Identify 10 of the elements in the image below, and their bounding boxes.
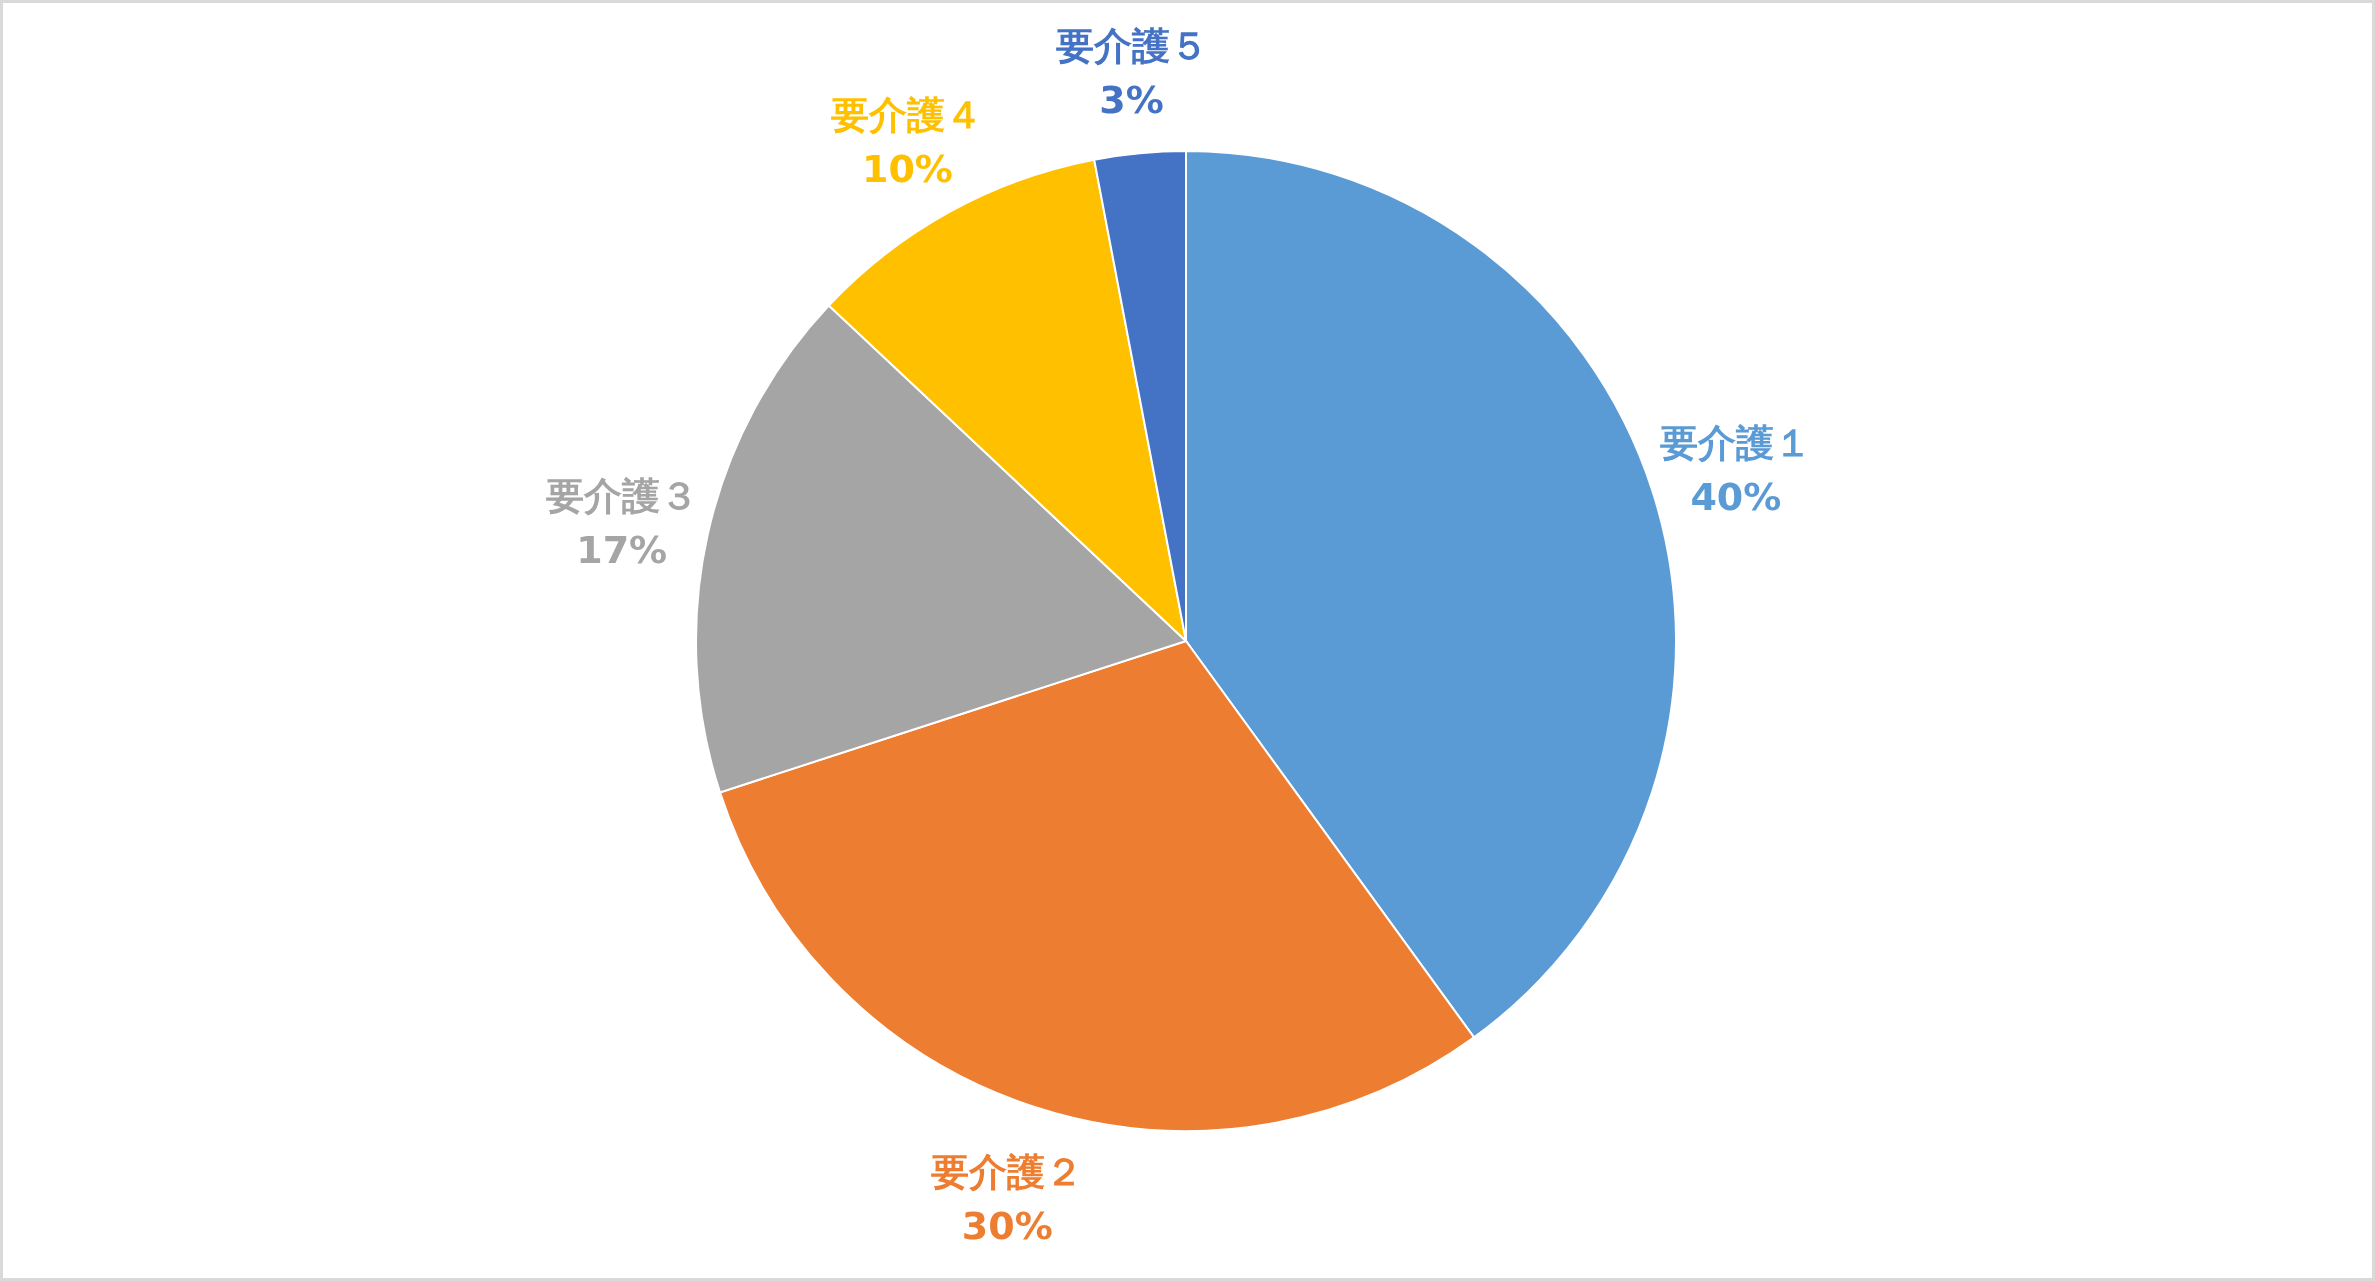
slice-label: 要介護５: [1055, 24, 1208, 69]
slice-label: 要介護３: [545, 473, 698, 518]
data-label: 30%: [961, 1203, 1053, 1248]
data-label: 17%: [576, 527, 668, 572]
slice-label: 要介護２: [931, 1149, 1084, 1194]
slice-label: 要介護４: [831, 93, 984, 138]
slice-label: 要介護１: [1659, 421, 1812, 466]
data-label: 3%: [1099, 78, 1164, 123]
data-label: 40%: [1690, 475, 1782, 520]
data-label: 10%: [861, 147, 953, 192]
